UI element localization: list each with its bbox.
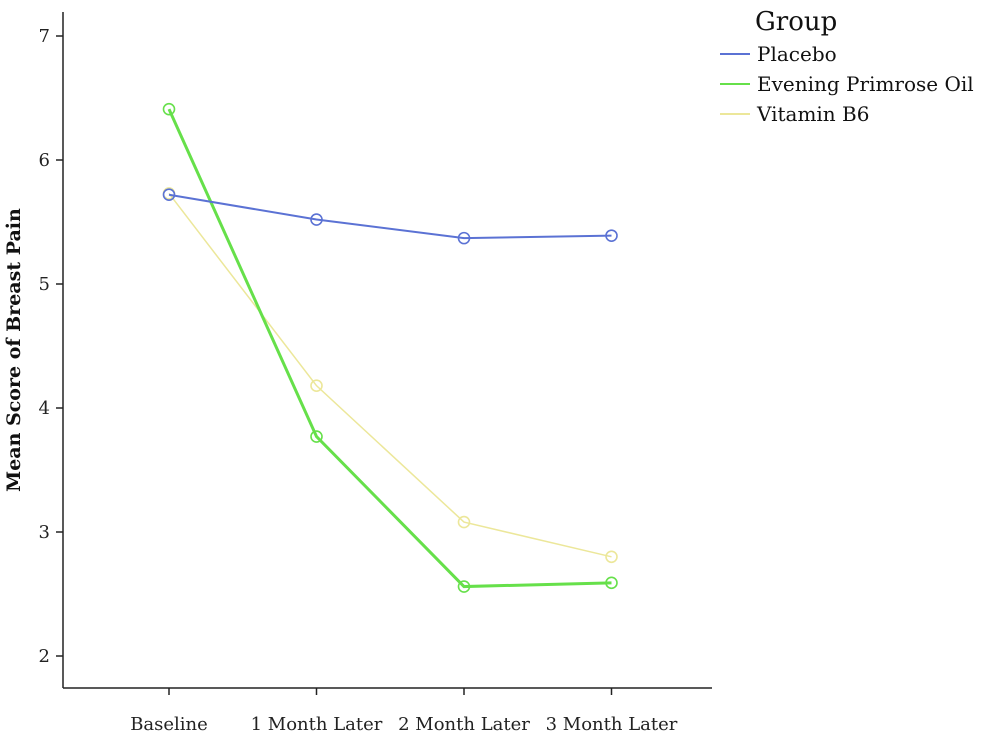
series-line bbox=[168, 193, 612, 558]
y-tick-label: 6 bbox=[39, 150, 50, 171]
y-tick-label: 3 bbox=[39, 522, 50, 543]
data-point bbox=[162, 102, 176, 116]
x-tick-label: 3 Month Later bbox=[546, 714, 678, 735]
series-line bbox=[167, 108, 612, 589]
y-tick-label: 7 bbox=[39, 26, 50, 47]
data-point bbox=[310, 213, 323, 226]
data-point bbox=[310, 379, 323, 392]
data-point bbox=[457, 231, 471, 245]
axes bbox=[62, 12, 712, 689]
y-tick-label: 2 bbox=[39, 646, 50, 667]
y-axis-title: Mean Score of Breast Pain bbox=[3, 208, 25, 492]
legend-label: Placebo bbox=[757, 42, 837, 66]
series-vitamin-b6 bbox=[162, 187, 618, 564]
y-tick-label: 4 bbox=[39, 398, 50, 419]
data-point bbox=[605, 229, 618, 242]
x-tick-label: Baseline bbox=[130, 714, 208, 735]
y-tick-label: 5 bbox=[39, 274, 50, 295]
data-point bbox=[310, 430, 323, 443]
legend-label: Evening Primrose Oil bbox=[757, 72, 974, 96]
y-axis-ticks: 2 3 4 5 6 7 bbox=[39, 26, 63, 667]
series-placebo bbox=[162, 188, 618, 245]
data-point bbox=[605, 550, 618, 564]
x-axis-ticks: Baseline 1 Month Later 2 Month Later 3 Mont… bbox=[130, 688, 678, 735]
data-point bbox=[605, 576, 618, 590]
legend: Group Placebo Evening Primrose Oil Vitamin… bbox=[720, 7, 974, 126]
data-point bbox=[162, 188, 176, 202]
series-layer bbox=[162, 102, 618, 593]
x-tick-label: 1 Month Later bbox=[251, 714, 383, 735]
series-line bbox=[168, 193, 612, 240]
data-point bbox=[457, 515, 471, 529]
x-tick-label: 2 Month Later bbox=[398, 714, 530, 735]
data-point bbox=[457, 580, 471, 593]
series-evening-primrose-oil bbox=[162, 102, 618, 593]
legend-title: Group bbox=[755, 7, 837, 37]
legend-label: Vitamin B6 bbox=[756, 102, 869, 126]
